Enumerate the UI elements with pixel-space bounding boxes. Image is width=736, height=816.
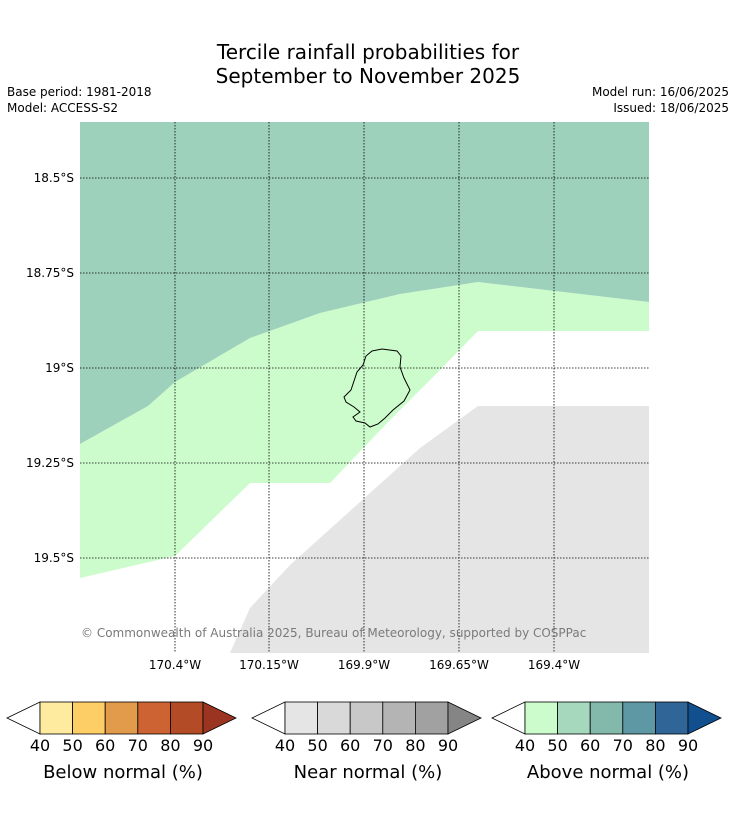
lat-label-19: 19°S (45, 361, 74, 375)
colorbar-above-normal (491, 701, 722, 735)
colorbar-segment (654, 701, 689, 735)
colorbar-tick: 50 (547, 736, 568, 755)
map-title-line-1: Tercile rainfall probabilities for (216, 40, 520, 64)
colorbar-tick: 80 (405, 736, 426, 755)
colorbar-segment (169, 701, 204, 735)
colorbar-segment (317, 701, 351, 735)
colorbar-tick: 60 (580, 736, 601, 755)
map-panel (80, 122, 649, 653)
lat-label-18-75: 18.75°S (26, 266, 74, 280)
colorbar-segment (349, 701, 384, 735)
colorbar-segment (284, 701, 318, 735)
colorbar-segment (251, 701, 286, 735)
colorbar-tick: 90 (437, 736, 459, 755)
niue-island-outline (343, 348, 411, 428)
colorbar-tick: 60 (95, 736, 116, 755)
lon-label-170-15: 170.15°W (239, 658, 299, 672)
colorbar-tick: 70 (127, 736, 148, 755)
colorbar-segment (491, 701, 526, 735)
colorbar-tick: 70 (372, 736, 393, 755)
legend-title-near-normal: Near normal (%) (293, 762, 443, 783)
colorbar-segment (557, 701, 591, 735)
colorbar-segment (524, 701, 558, 735)
colorbar-segment (39, 701, 73, 735)
lon-label-169-65: 169.65°W (429, 658, 489, 672)
colorbar-segment (72, 701, 106, 735)
legend-near-normal: 40 50 60 70 80 90 Near normal (%) (250, 700, 486, 800)
colorbar-near-normal (251, 701, 482, 735)
colorbar-tick: 40 (514, 736, 536, 755)
colorbar-tick: 80 (160, 736, 181, 755)
near-normal-40-area (230, 406, 649, 653)
legend-title-below-normal: Below normal (%) (43, 762, 203, 783)
colorbar-below-normal (6, 701, 237, 735)
colorbar-tick: 70 (612, 736, 633, 755)
lat-label-19-5: 19.5°S (33, 551, 74, 565)
issued-text: Issued: 18/06/2025 (613, 101, 729, 115)
model-text: Model: ACCESS-S2 (7, 101, 119, 115)
colorbar-segment (104, 701, 139, 735)
gridlines (80, 122, 649, 653)
above-normal-50-area (80, 122, 649, 444)
colorbar-segment (414, 701, 449, 735)
lon-label-170-4: 170.4°W (148, 658, 202, 672)
colorbar-tick: 50 (307, 736, 328, 755)
lon-label-169-9: 169.9°W (337, 658, 391, 672)
colorbar-tick: 80 (645, 736, 666, 755)
colorbar-segment (382, 701, 416, 735)
legend-title-above-normal: Above normal (%) (526, 762, 690, 783)
colorbar-tick: 50 (62, 736, 83, 755)
colorbar-segment (687, 701, 722, 735)
model-run-text: Model run: 16/06/2025 (591, 85, 729, 99)
colorbar-segment (589, 701, 624, 735)
colorbar-tick: 40 (274, 736, 296, 755)
colorbar-segment (6, 701, 41, 735)
colorbar-tick: 90 (677, 736, 699, 755)
base-period-text: Base period: 1981-2018 (7, 85, 152, 99)
legend-above-normal: 40 50 60 70 80 90 Above normal (%) (490, 700, 726, 800)
colorbar-segment (202, 701, 237, 735)
copyright-notice: © Commonwealth of Australia 2025, Bureau… (81, 626, 587, 640)
colorbar-tick: 60 (340, 736, 361, 755)
colorbar-segment (622, 701, 656, 735)
above-normal-40-area (80, 282, 649, 578)
map-title-line-2: September to November 2025 (215, 64, 521, 88)
legend-below-normal: 40 50 60 70 80 90 Below normal (%) (5, 700, 241, 800)
lon-label-169-4: 169.4°W (527, 658, 581, 672)
lat-label-19-25: 19.25°S (26, 456, 74, 470)
colorbar-tick: 40 (29, 736, 51, 755)
colorbar-tick: 90 (192, 736, 214, 755)
colorbar-segment (447, 701, 482, 735)
colorbar-segment (137, 701, 171, 735)
lat-label-18-5: 18.5°S (33, 171, 74, 185)
